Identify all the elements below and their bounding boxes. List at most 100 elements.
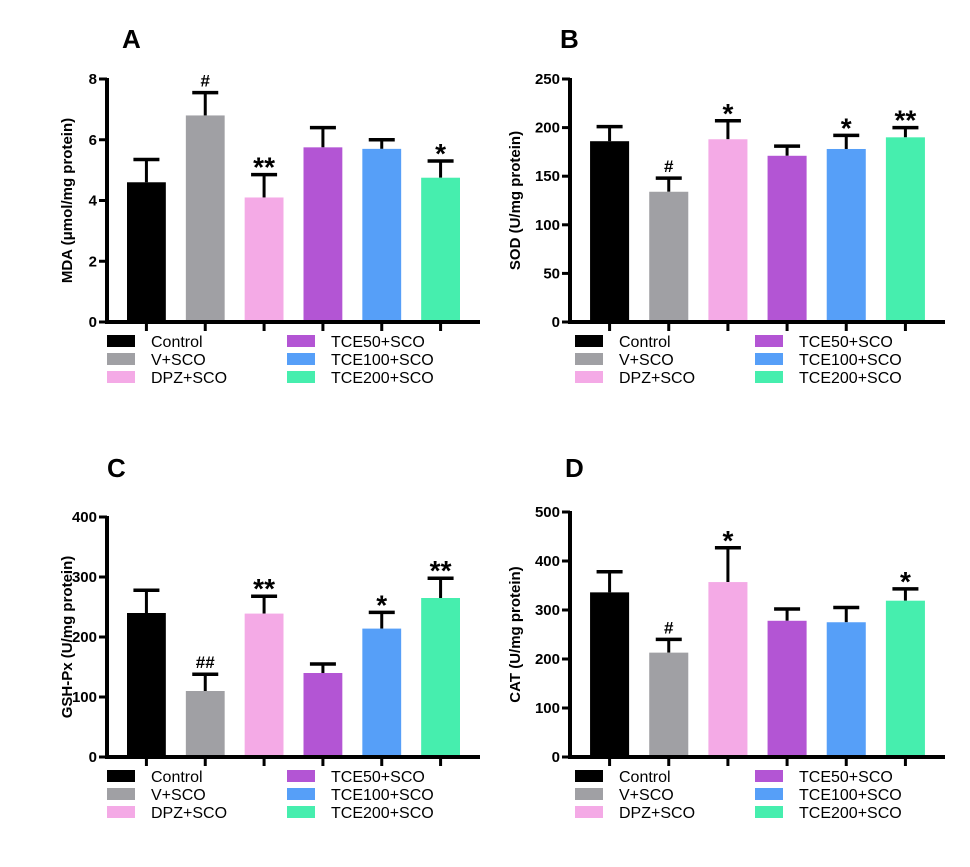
legend-item: TCE50+SCO: [755, 769, 893, 786]
y-tick-label: 0: [89, 749, 97, 766]
y-tick-label: 100: [72, 689, 97, 706]
legend-swatch: [755, 335, 783, 347]
legend-swatch: [755, 788, 783, 800]
legend-swatch: [575, 788, 603, 800]
bar-tce100-sco: [362, 628, 402, 755]
legend-swatch: [755, 770, 783, 782]
legend-label: TCE200+SCO: [331, 370, 434, 387]
panel-letter: A: [122, 24, 141, 54]
legend-item: V+SCO: [575, 787, 674, 804]
legend-swatch: [755, 806, 783, 818]
y-axis-label: GSH-Px (U/mg protein): [59, 556, 76, 719]
y-tick-label: 400: [535, 553, 560, 570]
legend-item: TCE200+SCO: [287, 370, 434, 387]
legend-label: V+SCO: [151, 352, 206, 369]
legend-item: Control: [107, 334, 203, 351]
significance-label: **: [430, 555, 452, 586]
bar-tce100-sco: [826, 622, 866, 755]
y-axis-label: MDA (μmol/mg protein): [59, 118, 76, 283]
significance-label: **: [895, 105, 917, 136]
legend-swatch: [107, 371, 135, 383]
legend-item: V+SCO: [107, 787, 206, 804]
bar-tce200-sco: [885, 137, 925, 320]
y-axis-label: SOD (U/mg protein): [507, 131, 524, 270]
legend-label: DPZ+SCO: [619, 805, 695, 822]
legend-item: Control: [575, 334, 671, 351]
legend-swatch: [287, 353, 315, 365]
legend-label: TCE100+SCO: [331, 787, 434, 804]
significance-label: *: [435, 138, 446, 169]
legend-swatch: [287, 335, 315, 347]
significance-label: ##: [196, 653, 215, 672]
legend-label: TCE200+SCO: [331, 805, 434, 822]
legend-item: TCE50+SCO: [287, 769, 425, 786]
y-tick-label: 50: [543, 265, 560, 282]
legend-label: TCE50+SCO: [799, 334, 893, 351]
legend-label: Control: [619, 334, 671, 351]
y-tick-label: 0: [552, 314, 560, 331]
significance-label: *: [722, 525, 733, 556]
bar-tce50-sco: [303, 673, 343, 755]
legend-swatch: [107, 335, 135, 347]
y-tick-label: 500: [535, 504, 560, 521]
bar-dpz-sco: [708, 582, 748, 755]
bar-dpz-sco: [244, 613, 284, 755]
legend-label: DPZ+SCO: [619, 370, 695, 387]
bar-tce50-sco: [767, 620, 807, 755]
significance-label: #: [201, 72, 211, 91]
legend-label: TCE200+SCO: [799, 805, 902, 822]
significance-label: **: [253, 573, 275, 604]
legend-swatch: [107, 806, 135, 818]
legend-item: DPZ+SCO: [575, 805, 695, 822]
legend-item: TCE200+SCO: [755, 370, 902, 387]
y-tick-label: 100: [535, 700, 560, 717]
legend-label: Control: [151, 334, 203, 351]
legend-label: V+SCO: [619, 787, 674, 804]
bar-tce50-sco: [303, 147, 343, 320]
bar-control: [127, 182, 166, 320]
legend-item: TCE200+SCO: [287, 805, 434, 822]
significance-label: *: [841, 112, 852, 143]
significance-label: **: [253, 152, 275, 183]
bar-control: [590, 592, 630, 755]
legend-item: DPZ+SCO: [107, 370, 227, 387]
legend-label: TCE100+SCO: [331, 352, 434, 369]
y-tick-label: 200: [535, 651, 560, 668]
y-tick-label: 400: [72, 509, 97, 526]
legend-swatch: [575, 770, 603, 782]
legend-swatch: [287, 770, 315, 782]
bar-control: [127, 613, 166, 755]
legend-swatch: [755, 353, 783, 365]
bar-tce100-sco: [362, 148, 402, 320]
legend-item: DPZ+SCO: [575, 370, 695, 387]
legend-label: Control: [151, 769, 203, 786]
legend-item: TCE100+SCO: [287, 787, 434, 804]
bar-tce200-sco: [885, 600, 925, 755]
y-tick-label: 0: [552, 749, 560, 766]
significance-label: #: [664, 618, 674, 637]
legend-label: TCE100+SCO: [799, 787, 902, 804]
legend-item: TCE100+SCO: [755, 787, 902, 804]
legend-label: TCE50+SCO: [331, 769, 425, 786]
legend-item: TCE50+SCO: [287, 334, 425, 351]
y-tick-label: 200: [72, 629, 97, 646]
legend-swatch: [287, 788, 315, 800]
legend-item: TCE100+SCO: [287, 352, 434, 369]
legend-item: Control: [575, 769, 671, 786]
y-tick-label: 100: [535, 217, 560, 234]
significance-label: *: [376, 589, 387, 620]
legend-item: Control: [107, 769, 203, 786]
y-tick-label: 0: [89, 314, 97, 331]
legend-swatch: [107, 353, 135, 365]
legend-label: V+SCO: [151, 787, 206, 804]
y-tick-label: 4: [89, 193, 98, 210]
legend-label: TCE50+SCO: [799, 769, 893, 786]
bar-v-sco: [185, 691, 225, 755]
significance-label: #: [664, 157, 674, 176]
legend-swatch: [287, 806, 315, 818]
legend-item: V+SCO: [107, 352, 206, 369]
